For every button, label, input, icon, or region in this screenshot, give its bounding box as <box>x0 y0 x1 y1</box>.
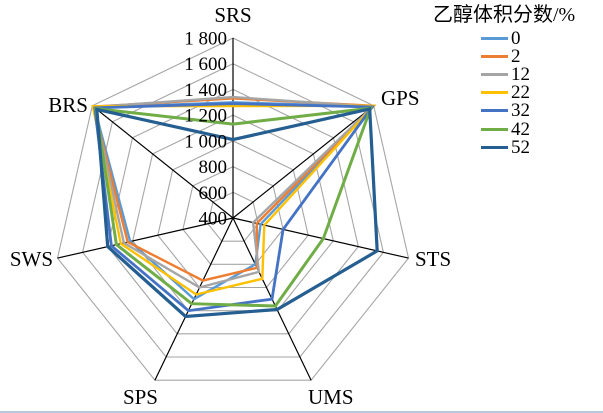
axis-label-BRS: BRS <box>48 93 88 117</box>
legend-title: 乙醇体积分数/% <box>433 4 576 26</box>
legend-swatch-12 <box>481 72 508 76</box>
axis-line-BRS <box>91 105 234 219</box>
grid-ring-800 <box>182 165 284 265</box>
axis-label-SRS: SRS <box>214 3 251 27</box>
legend-item-0: 0 <box>433 27 603 49</box>
legend-item-52: 52 <box>433 136 603 158</box>
radial-tick-label-1600: 1 600 <box>184 54 227 75</box>
chart-legend: 乙醇体积分数/% 0 2 12 22 32 42 52 <box>433 3 603 158</box>
legend-item-32: 32 <box>433 100 603 122</box>
legend-items: 0 2 12 22 32 42 52 <box>433 27 603 158</box>
axis-line-SWS <box>57 217 234 259</box>
radial-tick-label-1400: 1 400 <box>184 80 227 101</box>
legend-label-52: 52 <box>511 136 530 158</box>
legend-label-22: 22 <box>511 82 530 104</box>
legend-swatch-52 <box>481 145 508 149</box>
legend-label-32: 32 <box>511 100 530 122</box>
legend-label-0: 0 <box>511 27 521 49</box>
legend-item-12: 12 <box>433 63 603 85</box>
axis-line-GPS <box>232 105 375 219</box>
radial-tick-label-1200: 1 200 <box>184 106 227 127</box>
axis-label-SWS: SWS <box>10 247 53 271</box>
legend-swatch-0 <box>481 36 508 40</box>
axis-label-GPS: GPS <box>381 86 420 110</box>
legend-label-12: 12 <box>511 63 530 85</box>
axis-label-UMS: UMS <box>308 385 354 409</box>
axis-line-STS <box>232 217 409 259</box>
radial-tick-label-400: 400 <box>199 209 228 230</box>
legend-item-22: 22 <box>433 82 603 104</box>
grid-ring-1800 <box>56 37 410 381</box>
radial-tick-label-1000: 1 000 <box>184 131 227 152</box>
legend-label-2: 2 <box>511 45 521 67</box>
grid-ring-600 <box>207 191 259 242</box>
axis-label-STS: STS <box>415 247 451 271</box>
radial-tick-label-800: 800 <box>199 157 228 178</box>
legend-item-42: 42 <box>433 118 603 140</box>
legend-swatch-2 <box>481 54 508 58</box>
axis-label-SPS: SPS <box>123 385 158 409</box>
legend-swatch-32 <box>481 109 508 113</box>
legend-item-2: 2 <box>433 45 603 67</box>
radial-tick-label-600: 600 <box>199 183 228 204</box>
bottom-border-line <box>0 411 603 413</box>
legend-label-42: 42 <box>511 118 530 140</box>
radial-tick-label-1800: 1 800 <box>184 29 227 50</box>
legend-swatch-42 <box>481 127 508 131</box>
series-polygon-52 <box>95 107 379 319</box>
legend-swatch-22 <box>481 91 508 95</box>
